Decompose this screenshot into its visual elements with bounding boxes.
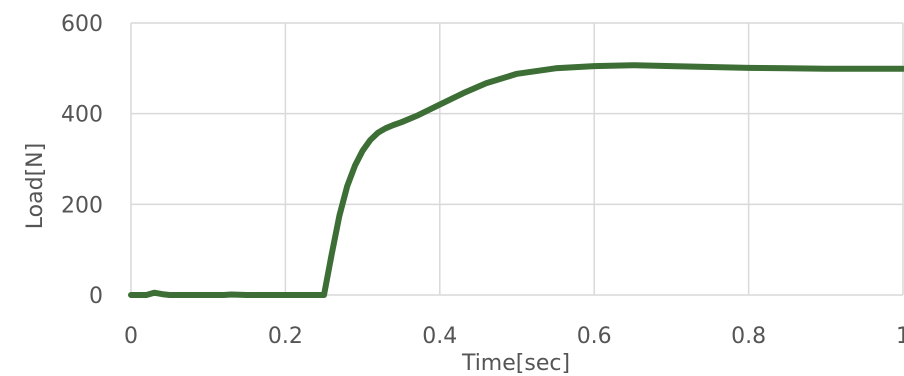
- y-tick-labels: 0 200 400 600: [61, 12, 103, 309]
- x-tick-labels: 0 0.2 0.4 0.6 0.8 1: [124, 324, 904, 349]
- series-line-0: [128, 62, 904, 298]
- y-tick-label: 600: [61, 12, 103, 37]
- y-axis-title: Load[N]: [23, 143, 48, 229]
- series-layer: [128, 62, 904, 298]
- x-tick-label: 1: [896, 324, 904, 349]
- x-axis-title: Time[sec]: [461, 351, 570, 376]
- y-tick-label: 400: [61, 103, 103, 128]
- x-tick-label: 0.4: [422, 324, 457, 349]
- x-tick-label: 0.6: [577, 324, 612, 349]
- x-tick-label: 0.2: [268, 324, 303, 349]
- y-tick-label: 200: [61, 193, 103, 218]
- x-tick-label: 0: [124, 324, 138, 349]
- y-tick-label: 0: [89, 284, 103, 309]
- grid-lines: [130, 22, 904, 296]
- x-tick-label: 0.8: [731, 324, 766, 349]
